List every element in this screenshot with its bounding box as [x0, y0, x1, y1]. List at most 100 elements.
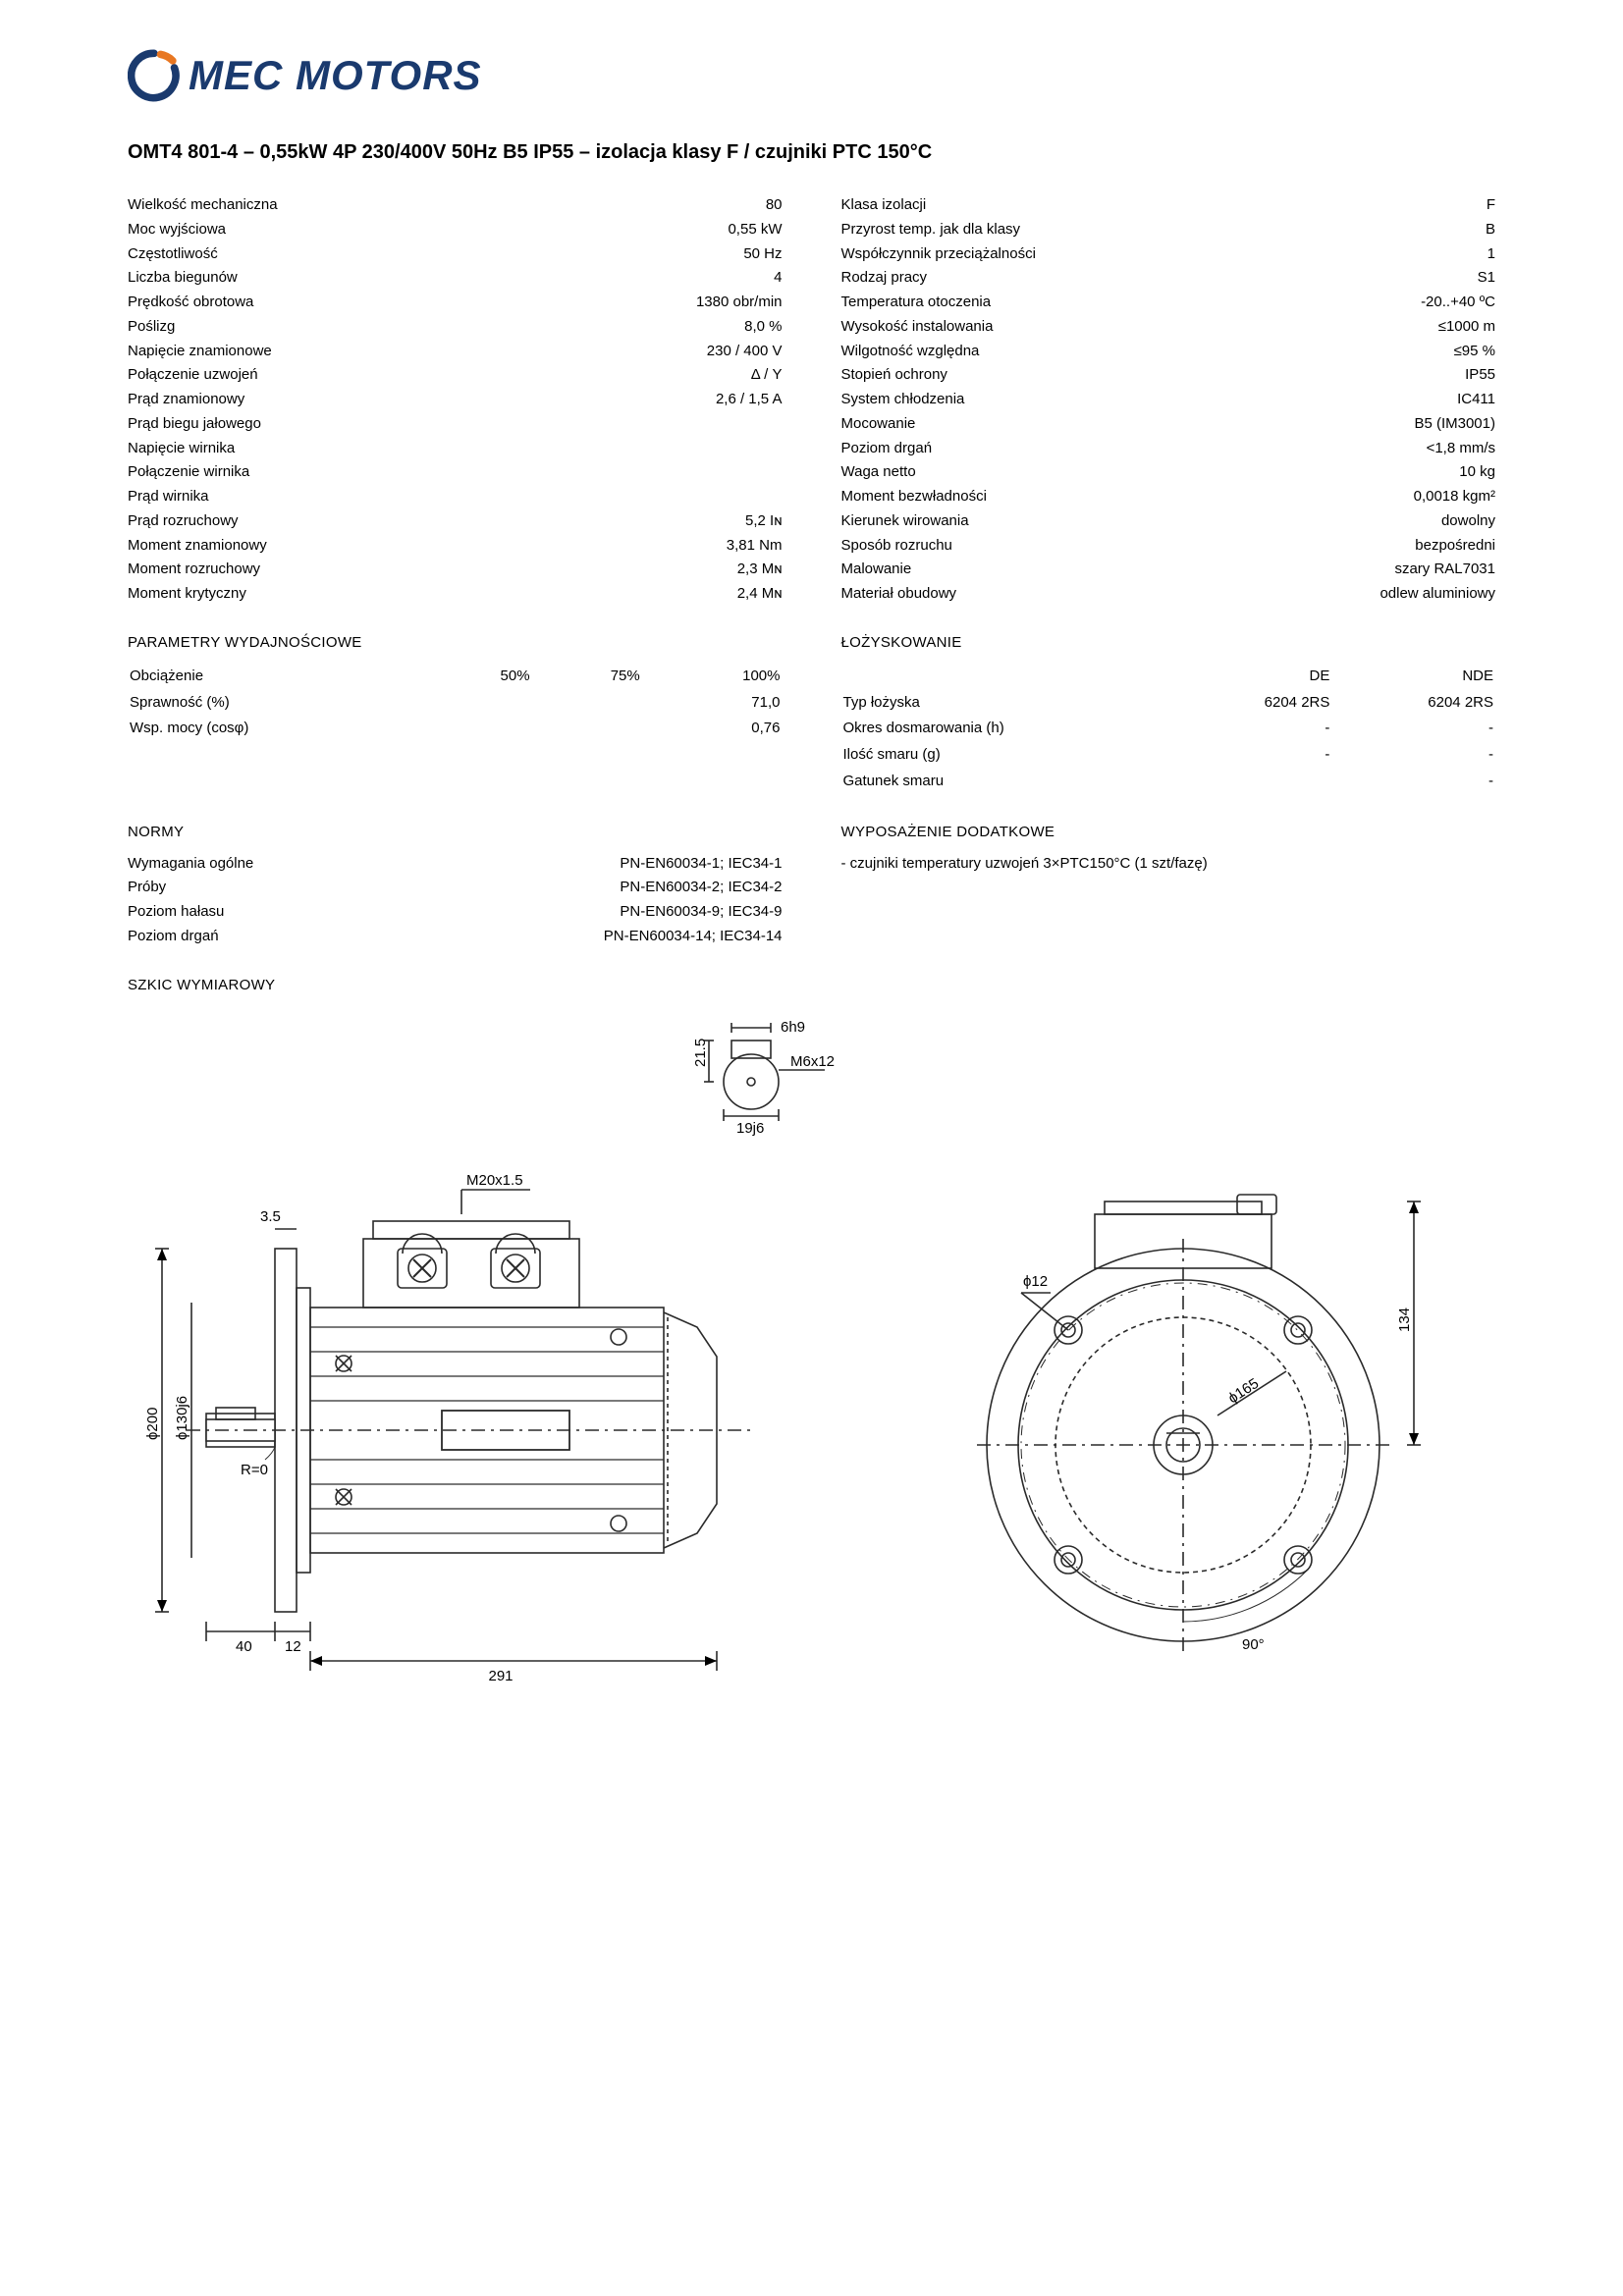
performance-header: PARAMETRY WYDAJNOŚCIOWE	[128, 634, 783, 651]
spec-value: 1380 obr/min	[696, 291, 783, 315]
spec-row: Moment znamionowy3,81 Nm	[128, 534, 783, 559]
spec-value: 230 / 400 V	[707, 340, 783, 364]
spec-row: Kierunek wirowaniadowolny	[841, 509, 1496, 534]
spec-label: Moment bezwładności	[841, 485, 1414, 509]
spec-value: 5,2 Iɴ	[745, 509, 782, 534]
norms-row: Poziom drgańPN-EN60034-14; IEC34-14	[128, 925, 783, 949]
spec-row: Poziom drgań<1,8 mm/s	[841, 437, 1496, 461]
dim-top-thread: M20x1.5	[466, 1172, 523, 1189]
spec-value: odlew aluminiowy	[1380, 582, 1495, 607]
spec-row: System chłodzeniaIC411	[841, 388, 1496, 412]
spec-label: Klasa izolacji	[841, 193, 1487, 218]
spec-label: Moment krytyczny	[128, 582, 737, 607]
spec-label: Temperatura otoczenia	[841, 291, 1422, 315]
specs-right-col: Klasa izolacjiFPrzyrost temp. jak dla kl…	[841, 193, 1496, 607]
accessories-header: WYPOSAŻENIE DODATKOWE	[841, 824, 1496, 840]
performance-table: Obciążenie50%75%100%Sprawność (%)71,0Wsp…	[128, 663, 783, 743]
spec-value: 2,6 / 1,5 A	[716, 388, 783, 412]
norms-accessories-row: NORMY Wymagania ogólnePN-EN60034-1; IEC3…	[128, 796, 1495, 949]
spec-label: Liczba biegunów	[128, 266, 774, 291]
spec-label: System chłodzenia	[841, 388, 1458, 412]
spec-row: Częstotliwość50 Hz	[128, 242, 783, 267]
spec-label: Połączenie uzwojeń	[128, 363, 751, 388]
spec-label: Moment rozruchowy	[128, 558, 737, 582]
spec-row: Temperatura otoczenia-20..+40 ºC	[841, 291, 1496, 315]
spec-label: Sposób rozruchu	[841, 534, 1416, 559]
dim-angle90: 90°	[1242, 1636, 1265, 1653]
norms-row: PróbyPN-EN60034-2; IEC34-2	[128, 876, 783, 900]
spec-label: Prąd znamionowy	[128, 388, 716, 412]
perf-bearing-row: PARAMETRY WYDAJNOŚCIOWE Obciążenie50%75%…	[128, 607, 1495, 796]
spec-value: dowolny	[1441, 509, 1495, 534]
product-title: OMT4 801-4 – 0,55kW 4P 230/400V 50Hz B5 …	[128, 141, 1495, 164]
spec-label: Malowanie	[841, 558, 1395, 582]
spec-value: 3,81 Nm	[727, 534, 783, 559]
spec-row: Wysokość instalowania≤1000 m	[841, 315, 1496, 340]
spec-value: IP55	[1465, 363, 1495, 388]
spec-value: 80	[766, 193, 783, 218]
spec-value: 2,4 Mɴ	[737, 582, 783, 607]
spec-label: Współczynnik przeciążalności	[841, 242, 1488, 267]
norms-row: Poziom hałasuPN-EN60034-9; IEC34-9	[128, 900, 783, 925]
dim-12: 12	[285, 1638, 301, 1655]
spec-value: 10 kg	[1459, 460, 1495, 485]
spec-label: Prędkość obrotowa	[128, 291, 696, 315]
dim-phi130: ϕ130j6	[174, 1395, 190, 1439]
norms-header: NORMY	[128, 824, 783, 840]
spec-value: 0,55 kW	[728, 218, 782, 242]
spec-label: Częstotliwość	[128, 242, 743, 267]
bearings-table: DENDETyp łożyska6204 2RS6204 2RSOkres do…	[841, 663, 1496, 796]
spec-row: Malowanieszary RAL7031	[841, 558, 1496, 582]
brand-logo: MEC MOTORS	[128, 49, 1495, 102]
spec-row: Prąd rozruchowy5,2 Iɴ	[128, 509, 783, 534]
spec-row: Moc wyjściowa0,55 kW	[128, 218, 783, 242]
spec-label: Prąd biegu jałowego	[128, 412, 783, 437]
dim-phi12: ϕ12	[1023, 1273, 1048, 1290]
spec-row: Przyrost temp. jak dla klasyB	[841, 218, 1496, 242]
dim-flange-gap: 3.5	[260, 1208, 281, 1225]
spec-value: 8,0 %	[744, 315, 782, 340]
spec-row: Wielkość mechaniczna80	[128, 193, 783, 218]
spec-value: 2,3 Mɴ	[737, 558, 783, 582]
drawing-header: SZKIC WYMIAROWY	[128, 977, 1495, 993]
spec-label: Połączenie wirnika	[128, 460, 783, 485]
spec-label: Wilgotność względna	[841, 340, 1454, 364]
norms-list: Wymagania ogólnePN-EN60034-1; IEC34-1Pró…	[128, 852, 783, 949]
dim-phi200: ϕ200	[144, 1407, 161, 1439]
spec-label: Poziom drgań	[841, 437, 1427, 461]
spec-value: Δ / Y	[751, 363, 783, 388]
spec-row: Współczynnik przeciążalności1	[841, 242, 1496, 267]
spec-row: Prąd biegu jałowego	[128, 412, 783, 437]
dim-40: 40	[236, 1638, 252, 1655]
dim-291: 291	[488, 1668, 513, 1684]
bearings-header: ŁOŻYSKOWANIE	[841, 634, 1496, 651]
spec-label: Wysokość instalowania	[841, 315, 1438, 340]
dim-key-thread: M6x12	[790, 1053, 835, 1070]
spec-value: IC411	[1457, 388, 1495, 412]
spec-row: Moment bezwładności0,0018 kgm²	[841, 485, 1496, 509]
spec-value: ≤95 %	[1454, 340, 1495, 364]
dim-key-d: 19j6	[736, 1120, 764, 1137]
spec-row: MocowanieB5 (IM3001)	[841, 412, 1496, 437]
spec-label: Prąd wirnika	[128, 485, 783, 509]
main-specs: Wielkość mechaniczna80Moc wyjściowa0,55 …	[128, 193, 1495, 607]
spec-label: Moment znamionowy	[128, 534, 727, 559]
spec-label: Kierunek wirowania	[841, 509, 1441, 534]
spec-value: 50 Hz	[743, 242, 782, 267]
logo-ring-icon	[128, 49, 181, 102]
spec-value: S1	[1478, 266, 1495, 291]
spec-value: B5 (IM3001)	[1414, 412, 1495, 437]
spec-row: Stopień ochronyIP55	[841, 363, 1496, 388]
spec-row: Waga netto10 kg	[841, 460, 1496, 485]
spec-row: Moment krytyczny2,4 Mɴ	[128, 582, 783, 607]
spec-label: Poślizg	[128, 315, 744, 340]
dim-h134: 134	[1396, 1307, 1413, 1331]
spec-value: bezpośredni	[1415, 534, 1495, 559]
spec-row: Klasa izolacjiF	[841, 193, 1496, 218]
spec-value: 4	[774, 266, 782, 291]
spec-row: Wilgotność względna≤95 %	[841, 340, 1496, 364]
spec-row: Prąd wirnika	[128, 485, 783, 509]
spec-row: Napięcie wirnika	[128, 437, 783, 461]
accessories-list: - czujniki temperatury uzwojeń 3×PTC150°…	[841, 852, 1496, 877]
spec-row: Sposób rozruchubezpośredni	[841, 534, 1496, 559]
